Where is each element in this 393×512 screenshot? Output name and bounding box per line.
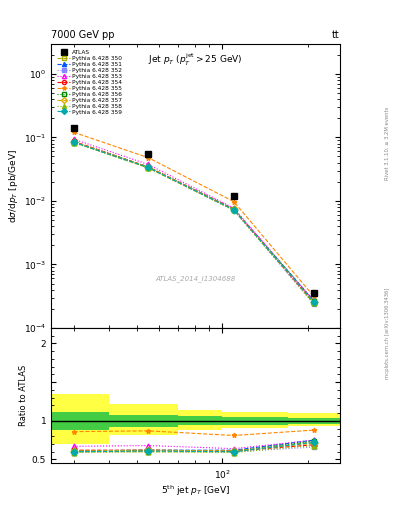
ATLAS bbox=[71, 125, 76, 131]
Text: mcplots.cern.ch [arXiv:1306.3436]: mcplots.cern.ch [arXiv:1306.3436] bbox=[385, 287, 390, 378]
Line: ATLAS: ATLAS bbox=[70, 125, 317, 296]
Text: tt: tt bbox=[332, 30, 340, 40]
Y-axis label: d$\sigma$/d$p_T$ [pb/GeV]: d$\sigma$/d$p_T$ [pb/GeV] bbox=[7, 148, 20, 223]
ATLAS bbox=[311, 289, 316, 295]
Text: Rivet 3.1.10, ≥ 3.2M events: Rivet 3.1.10, ≥ 3.2M events bbox=[385, 106, 390, 180]
Y-axis label: Ratio to ATLAS: Ratio to ATLAS bbox=[19, 365, 28, 426]
ATLAS bbox=[231, 193, 236, 199]
ATLAS bbox=[146, 151, 151, 157]
Legend: ATLAS, Pythia 6.428 350, Pythia 6.428 351, Pythia 6.428 352, Pythia 6.428 353, P: ATLAS, Pythia 6.428 350, Pythia 6.428 35… bbox=[57, 49, 123, 115]
Text: Jet $p_T$ ($p_T^{\rm jet}>25$ GeV): Jet $p_T$ ($p_T^{\rm jet}>25$ GeV) bbox=[148, 52, 243, 69]
Text: 7000 GeV pp: 7000 GeV pp bbox=[51, 30, 115, 40]
X-axis label: 5$^{\rm th}$ jet $p_T$ [GeV]: 5$^{\rm th}$ jet $p_T$ [GeV] bbox=[161, 483, 230, 498]
Text: ATLAS_2014_I1304688: ATLAS_2014_I1304688 bbox=[155, 275, 236, 283]
